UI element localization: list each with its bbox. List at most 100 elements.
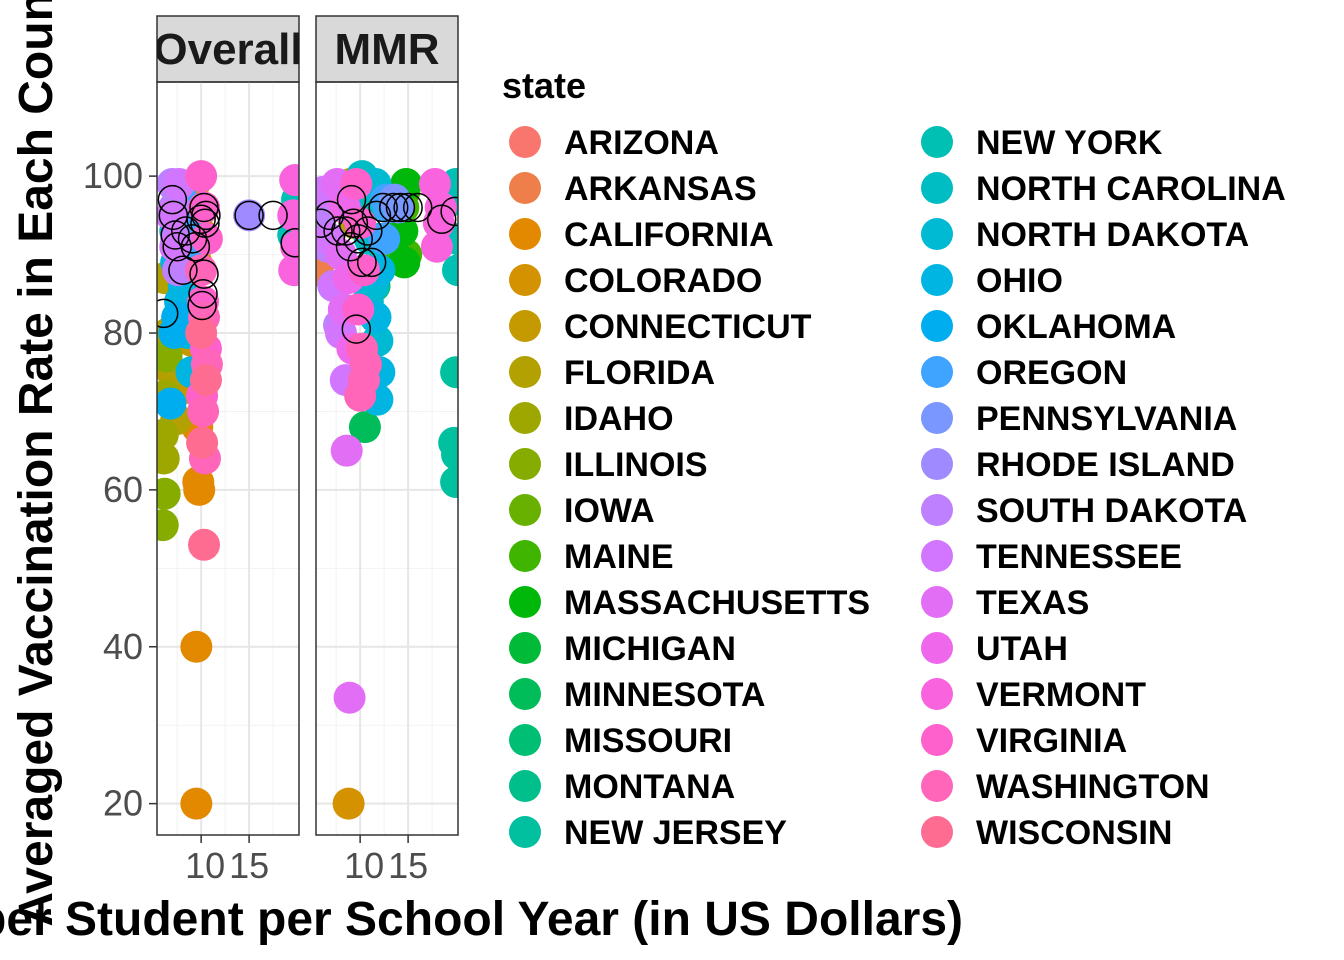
legend-key <box>509 264 541 296</box>
legend-label: IOWA <box>564 492 655 530</box>
data-point <box>185 317 218 349</box>
legend-key <box>921 494 953 526</box>
data-point <box>187 395 220 428</box>
facet-strip-label-mmr: MMR <box>334 25 439 74</box>
legend-label: TENNESSEE <box>976 538 1182 576</box>
legend-label: ARIZONA <box>564 124 719 162</box>
legend-label: NEW JERSEY <box>564 814 787 852</box>
highlight-circle <box>191 200 221 231</box>
data-point <box>440 356 458 389</box>
legend-item: OREGON <box>921 354 1127 392</box>
data-point <box>333 681 366 714</box>
legend-label: OREGON <box>976 354 1127 392</box>
data-point <box>183 473 216 506</box>
data-point <box>233 199 266 232</box>
data-point <box>342 293 375 326</box>
legend-key <box>921 816 953 848</box>
panel-border-mmr <box>315 81 459 836</box>
legend-item: ARIZONA <box>509 124 719 162</box>
legend-item: OHIO <box>921 262 1063 300</box>
legend-key <box>509 126 541 158</box>
highlight-circles-overall <box>157 184 299 329</box>
highlight-circle <box>157 184 188 215</box>
data-point <box>420 230 453 263</box>
x-tick-label: 10 <box>185 845 225 886</box>
data-point <box>157 477 181 510</box>
facet-strip-overall <box>156 15 300 83</box>
y-tick-label: 60 <box>103 469 143 510</box>
legend-label: PENNSYLVANIA <box>976 400 1237 438</box>
legend-key <box>509 448 541 480</box>
legend-label: VIRGINIA <box>976 722 1127 760</box>
data-point <box>185 160 218 193</box>
legend-label: ILLINOIS <box>564 446 708 484</box>
data-point <box>277 199 299 232</box>
x-tick-label: 10 <box>344 845 384 886</box>
legend-label: IDAHO <box>564 400 674 438</box>
legend-key <box>509 356 541 388</box>
legend-item: OKLAHOMA <box>921 308 1176 346</box>
highlight-circle <box>347 247 377 278</box>
highlight-circle <box>157 298 179 329</box>
highlight-circle <box>162 231 192 262</box>
data-point <box>186 426 219 459</box>
data-point <box>180 787 213 820</box>
highlight-circle <box>187 290 217 321</box>
legend-item: NEW JERSEY <box>509 814 787 852</box>
legend-key <box>921 310 953 342</box>
legend-item: MAINE <box>509 538 674 576</box>
highlight-circle <box>440 196 458 227</box>
legend-label: ARKANSAS <box>564 170 757 208</box>
legend-key <box>509 678 541 710</box>
legend-label: MICHIGAN <box>564 630 736 668</box>
legend-key <box>509 770 541 802</box>
legend-label: COLORADO <box>564 262 762 300</box>
legend-label: OKLAHOMA <box>976 308 1176 346</box>
legend-key <box>509 494 541 526</box>
legend-item: MINNESOTA <box>509 676 765 714</box>
legend-item: NORTH CAROLINA <box>921 170 1286 208</box>
legend-label: MINNESOTA <box>564 676 765 714</box>
legend-item: COLORADO <box>509 262 762 300</box>
data-point <box>388 246 421 279</box>
legend-item: MONTANA <box>509 768 735 806</box>
legend-item: CALIFORNIA <box>509 216 774 254</box>
legend-key <box>509 218 541 250</box>
highlight-circle <box>168 255 198 285</box>
legend-label: MAINE <box>564 538 674 576</box>
data-point <box>157 199 188 232</box>
facet-strip-mmr <box>315 15 459 83</box>
legend-item: RHODE ISLAND <box>921 446 1235 484</box>
highlight-circle <box>393 192 423 223</box>
data-point <box>188 528 221 561</box>
highlight-circle <box>368 192 398 223</box>
x-tick-label: 15 <box>388 845 428 886</box>
legend: state ARIZONA ARKANSAS CALIFORNIA COLORADO C… <box>502 65 1286 852</box>
legend-label: VERMONT <box>976 676 1146 714</box>
data-point <box>442 254 458 287</box>
highlight-circle <box>338 208 369 238</box>
legend-label: SOUTH DAKOTA <box>976 492 1247 530</box>
legend-item: VIRGINIA <box>921 722 1127 760</box>
legend-item: FLORIDA <box>509 354 715 392</box>
points-mmr <box>316 160 458 820</box>
highlight-circle <box>378 192 409 223</box>
facet-panel-overall: Overall <box>156 15 300 836</box>
legend-item: IOWA <box>509 492 655 530</box>
legend-key <box>509 816 541 848</box>
data-point <box>157 509 179 542</box>
highlight-circle <box>323 216 353 246</box>
highlight-circle <box>280 228 299 258</box>
legend-key <box>509 586 541 618</box>
highlight-circle <box>353 216 383 246</box>
legend-key <box>921 678 953 710</box>
legend-key <box>509 540 541 572</box>
legend-label: RHODE ISLAND <box>976 446 1235 484</box>
highlight-circle <box>258 200 288 231</box>
y-tick-label: 20 <box>103 783 143 824</box>
data-point <box>157 442 180 475</box>
data-point <box>189 364 222 397</box>
highlight-circle <box>385 192 416 223</box>
legend-label: MISSOURI <box>564 722 732 760</box>
